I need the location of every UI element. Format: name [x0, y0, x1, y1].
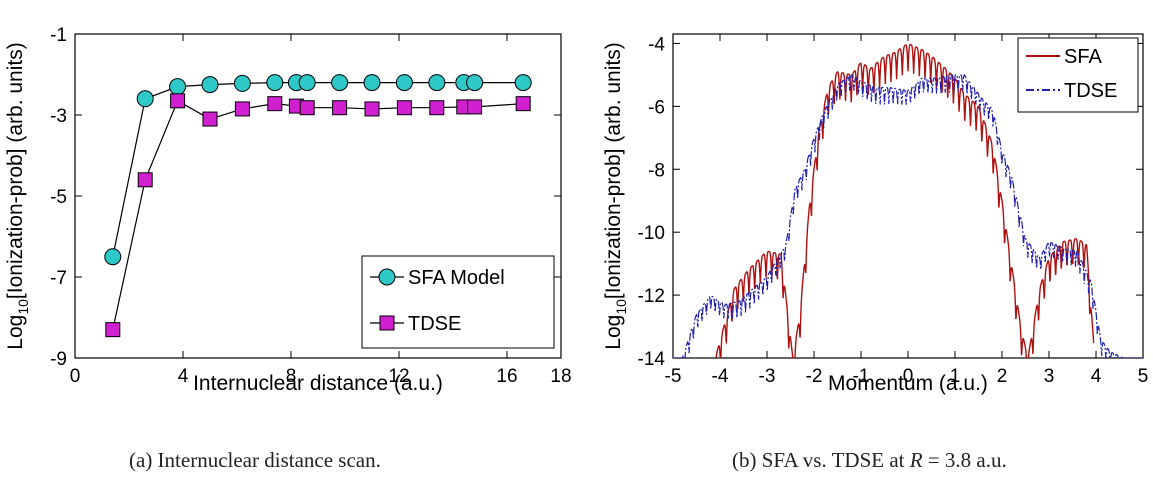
- data-point-sfa-model: [201, 76, 219, 94]
- y-ticks-b: -4 -6 -8 -10 -12 -14: [638, 34, 1143, 370]
- legend-a: SFA Model TDSE: [361, 255, 555, 349]
- series-line-sfa-momentum: [715, 43, 1095, 358]
- series-a: [104, 74, 532, 338]
- data-point-sfa-model: [428, 74, 446, 92]
- data-point-sfa-model: [169, 78, 187, 96]
- legend-label-sfa-model: SFA Model: [408, 267, 505, 289]
- data-point-tdse: [429, 100, 445, 116]
- x-tick-label: 12: [388, 366, 409, 387]
- legend-b: SFA TDSE: [1017, 37, 1139, 113]
- data-point-sfa-model: [363, 74, 381, 92]
- y-axis-label-b-rest: [Ionization-prob] (arb. units): [602, 42, 625, 299]
- y-axis-label-b-sub: 10: [613, 299, 629, 315]
- x-tick-label: 18: [550, 366, 571, 387]
- y-tick-label: -1: [50, 25, 67, 46]
- x-ticks-b: -5 -4 -3 -2 -1 0 1 2 3 4 5: [665, 34, 1149, 387]
- x-tick-label: -4: [712, 366, 729, 387]
- data-point-tdse: [202, 111, 218, 127]
- x-tick-label: 4: [178, 366, 189, 387]
- legend-label-tdse-b: TDSE: [1064, 80, 1117, 102]
- legend-label-tdse-a: TDSE: [408, 313, 461, 335]
- x-tick-label: 8: [286, 366, 297, 387]
- x-tick-label: -5: [665, 366, 682, 387]
- y-tick-label: -6: [648, 97, 665, 118]
- data-point-sfa-model: [331, 74, 349, 92]
- legend-marker-sfa-model: [378, 268, 396, 286]
- x-axis-label-b: Momentum (a.u.): [828, 372, 988, 395]
- x-tick-label: -1: [853, 366, 870, 387]
- data-point-tdse: [467, 99, 483, 115]
- data-point-tdse: [170, 93, 186, 109]
- caption-b-math: R: [909, 448, 923, 472]
- data-point-sfa-model: [466, 74, 484, 92]
- data-point-tdse: [515, 96, 531, 112]
- y-ticks-a: -1 -3 -5 -7 -9: [50, 25, 561, 370]
- data-point-sfa-model: [233, 74, 251, 92]
- caption-a: (a) Internuclear distance scan.: [129, 448, 381, 472]
- x-tick-label: -3: [759, 366, 776, 387]
- data-point-tdse: [299, 100, 315, 116]
- y-axis-label-a: Log10[Ionization-prob] (arb. units): [4, 42, 31, 349]
- y-tick-label: -8: [648, 160, 665, 181]
- x-tick-label: 5: [1138, 366, 1149, 387]
- legend-box-b: [1017, 37, 1139, 113]
- series-b: [673, 43, 1143, 358]
- y-tick-label: -14: [638, 349, 666, 370]
- data-point-tdse: [364, 101, 380, 117]
- data-point-sfa-model: [395, 74, 413, 92]
- legend-label-sfa: SFA: [1064, 46, 1102, 68]
- y-tick-label: -12: [638, 286, 665, 307]
- data-point-sfa-model: [514, 74, 532, 92]
- data-point-tdse: [332, 100, 348, 116]
- y-axis-label-a-log: Log: [4, 315, 27, 350]
- panel-b-momentum-distribution: -5 -4 -3 -2 -1 0 1 2 3 4 5 -4-6-8-10-12-14 Momentu…: [602, 33, 1149, 395]
- panel-a-internuclear-scan: 0 4 8 12 16 18 -1 -3 -5 -7 -9 Internuclear distan…: [4, 25, 572, 395]
- y-tick-label: -5: [50, 187, 67, 208]
- x-tick-label: 3: [1044, 366, 1055, 387]
- x-axis-label-a: Internuclear distance (a.u.): [193, 372, 443, 395]
- caption-b-prefix: (b) SFA vs. TDSE at: [732, 448, 910, 472]
- x-ticks-a: 0 4 8 12 16 18: [70, 34, 572, 387]
- data-point-sfa-model: [104, 248, 122, 266]
- data-point-tdse: [234, 101, 250, 117]
- y-tick-label: -3: [50, 106, 67, 127]
- y-axis-label-b-log: Log: [602, 315, 625, 350]
- y-tick-label: -9: [50, 349, 67, 370]
- x-tick-label: 0: [903, 366, 914, 387]
- data-point-tdse: [267, 96, 283, 112]
- y-axis-label-a-rest: [Ionization-prob] (arb. units): [4, 42, 27, 299]
- x-tick-label: 1: [950, 366, 961, 387]
- data-point-sfa-model: [136, 90, 154, 108]
- y-axis-label-a-sub: 10: [15, 299, 31, 315]
- data-point-tdse: [396, 100, 412, 116]
- y-tick-label: -4: [648, 34, 665, 55]
- caption-b-suffix: = 3.8 a.u.: [922, 448, 1007, 472]
- x-tick-label: -2: [806, 366, 823, 387]
- data-point-sfa-model: [298, 74, 316, 92]
- series-line-tdse-momentum: [673, 74, 1143, 358]
- data-point-tdse: [105, 322, 121, 338]
- caption-b: (b) SFA vs. TDSE at R = 3.8 a.u.: [732, 448, 1007, 473]
- y-tick-label: -7: [50, 268, 67, 289]
- x-tick-label: 16: [496, 366, 517, 387]
- x-tick-label: 0: [70, 366, 81, 387]
- y-tick-label: -10: [638, 223, 665, 244]
- data-point-tdse: [137, 172, 153, 188]
- legend-box-a: [361, 255, 555, 349]
- data-point-sfa-model: [266, 74, 284, 92]
- legend-marker-tdse-a: [379, 315, 395, 331]
- y-axis-label-b: Log10[Ionization-prob] (arb. units): [602, 42, 629, 349]
- x-tick-label: 2: [997, 366, 1008, 387]
- x-tick-label: 4: [1091, 366, 1102, 387]
